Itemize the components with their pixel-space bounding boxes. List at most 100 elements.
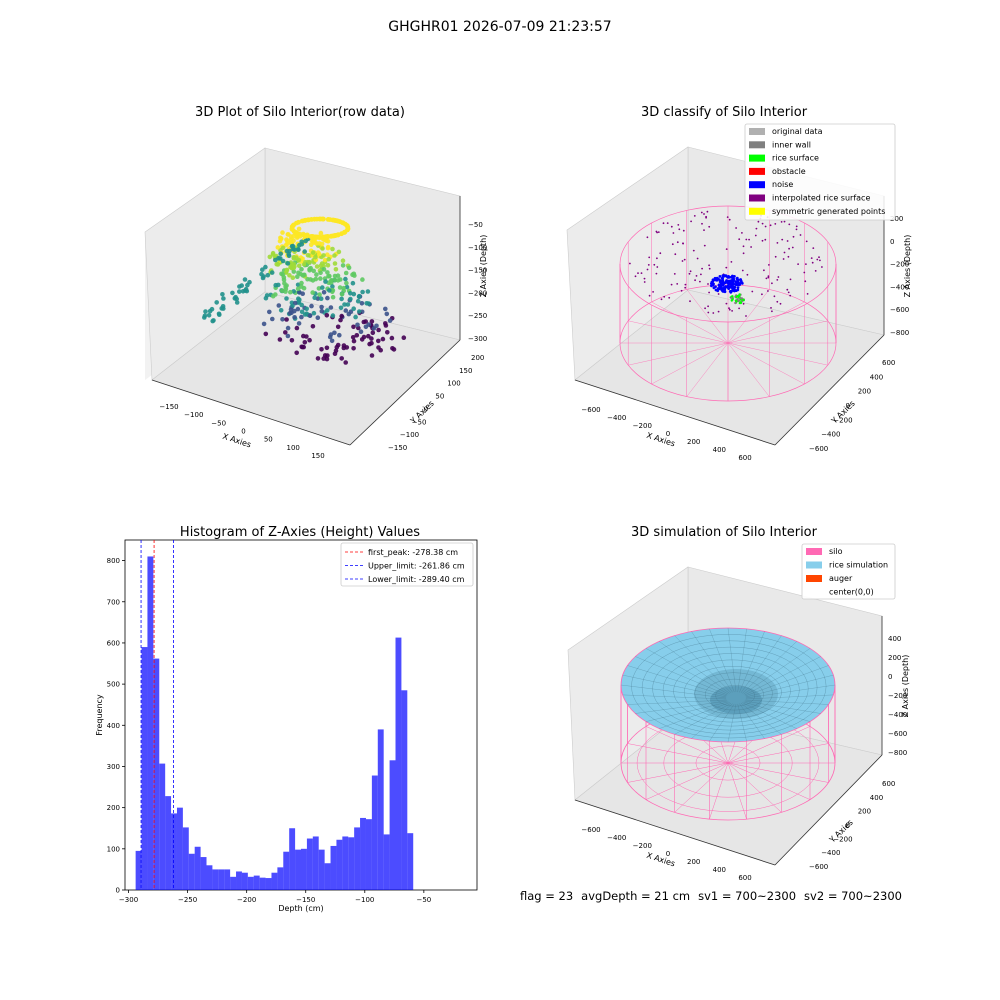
row-point: [337, 285, 343, 290]
row-point: [269, 270, 275, 275]
sim-mesh-spoke: [659, 641, 730, 694]
row-point: [348, 296, 353, 302]
row-point: [339, 291, 345, 297]
row-point: [340, 263, 346, 268]
classify-interp-point: [761, 222, 764, 225]
classify-noise-point: [720, 284, 724, 287]
hist-bar: [171, 813, 177, 890]
classify-surface-point: [737, 299, 741, 302]
sim-xtick-4: 200: [687, 858, 700, 866]
classify-ztick-3: −400: [890, 283, 909, 291]
row-point: [295, 274, 300, 280]
sim-mesh-spoke: [740, 703, 782, 735]
classify-interp-point: [725, 248, 728, 251]
row-point: [277, 337, 283, 342]
row-point: [284, 268, 290, 273]
row-point: [383, 306, 388, 312]
classify-interp-point: [689, 300, 691, 303]
row-point: [285, 261, 291, 266]
row-point: [260, 267, 265, 273]
row-point: [307, 313, 313, 318]
classify-interp-point: [805, 263, 807, 265]
sim-mesh-spoke: [620, 684, 727, 699]
row-z-ticks: −50 −100 −150 −200 −250 −300: [468, 221, 487, 343]
sim-z-ticks: 400 200 0 −200 −400 −600 −800: [888, 635, 907, 757]
row-point: [299, 284, 304, 289]
row-point: [369, 336, 374, 341]
row-point: [284, 248, 290, 254]
classify-interp-point: [652, 291, 654, 293]
row-point: [296, 219, 301, 225]
row-point: [290, 223, 296, 228]
classify-interp-point: [677, 224, 680, 226]
classify-interp-point: [810, 257, 813, 259]
classify-noise-point: [740, 282, 744, 285]
status-footer: flag = 23 avgDepth = 21 cm sv1 = 700~2300 s…: [520, 889, 910, 903]
row-point: [318, 230, 324, 236]
row-point: [318, 270, 323, 276]
classify-interp-point: [792, 235, 795, 238]
hist-bar: [241, 872, 248, 890]
row-point: [267, 254, 273, 260]
classify-interp-point: [769, 224, 772, 227]
classify-interp-point: [701, 222, 703, 225]
row-point: [267, 309, 272, 315]
classify-legend-swatch: [749, 141, 765, 149]
classify-noise-point: [719, 279, 722, 283]
classify-interp-point: [783, 251, 786, 254]
sim-mesh-spoke: [739, 631, 765, 693]
row-point: [219, 306, 224, 311]
row-point: [309, 303, 314, 309]
footer-sv1: sv1 = 700~2300: [698, 889, 797, 903]
classify-interp-point: [708, 267, 711, 270]
classify-interp-point: [670, 225, 673, 228]
sim-legend-label: silo: [829, 547, 843, 556]
row-point: [290, 246, 296, 252]
classify-interp-point: [701, 267, 703, 270]
sim-mesh-spoke: [674, 635, 732, 693]
row-ztick-3: −200: [468, 289, 487, 297]
classify-interp-point: [696, 257, 699, 260]
classify-noise-point: [731, 274, 734, 278]
row-point: [359, 301, 365, 306]
row-point: [284, 296, 289, 301]
sim-mesh-spoke: [745, 674, 834, 698]
sim-mesh-spoke: [627, 699, 727, 705]
row-point: [320, 246, 325, 251]
row-point: [326, 256, 332, 262]
classify-noise-point: [733, 285, 737, 289]
classify-interp-point: [707, 311, 710, 314]
classify-ytick-6: 600: [882, 359, 895, 367]
panel-classify: 3D classify of Silo Interior −600 −400 −20…: [566, 105, 912, 462]
sim-mesh-spoke: [745, 694, 834, 700]
classify-interp-point: [703, 213, 705, 215]
row-point: [313, 254, 318, 260]
classify-interp-point: [656, 266, 659, 268]
row-point: [334, 344, 340, 350]
classify-noise-point: [711, 282, 715, 286]
classify-wire-spoke: [727, 342, 805, 385]
hist-bar: [147, 556, 154, 890]
row-point: [277, 238, 283, 244]
row-point: [376, 338, 381, 344]
classify-interp-point: [738, 238, 741, 241]
classify-wire-spoke: [651, 342, 729, 385]
row-point: [335, 273, 341, 279]
hist-xtick-label: −250: [178, 896, 197, 904]
classify-interp-point: [694, 279, 696, 282]
hist-bar: [253, 875, 260, 890]
sim-mesh-spoke: [691, 631, 733, 693]
row-point: [319, 241, 325, 247]
row-point: [234, 296, 239, 302]
row-point: [321, 267, 327, 272]
hist-bar: [312, 836, 319, 890]
classify-legend-swatch: [749, 181, 765, 189]
hist-bar: [383, 834, 390, 890]
classify-surface-point: [730, 296, 733, 300]
row-point: [284, 317, 289, 322]
row-point: [311, 240, 317, 245]
row-point: [365, 289, 371, 294]
row-point: [284, 237, 289, 242]
classify-noise-point: [730, 282, 734, 285]
